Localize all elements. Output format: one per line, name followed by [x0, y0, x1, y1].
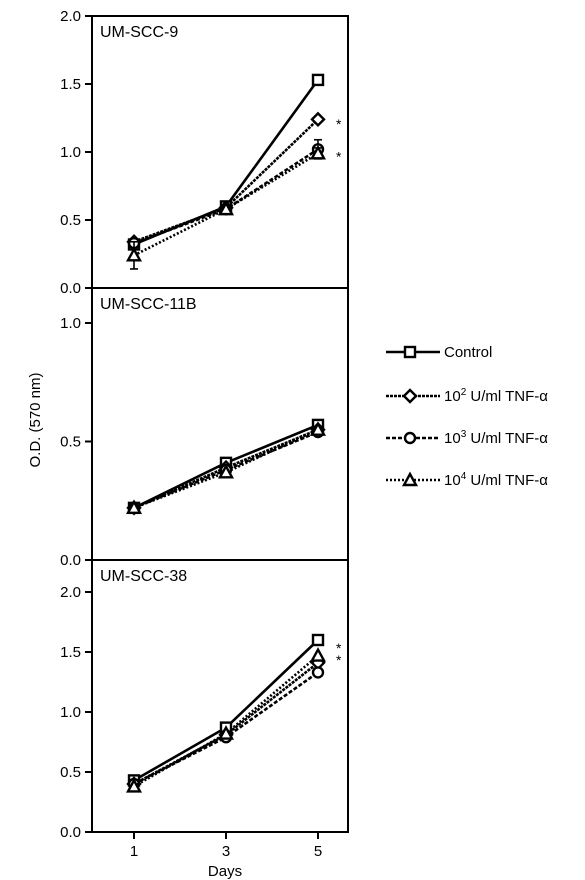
series-line: [133, 79, 320, 246]
y-tick-label: 1.5: [60, 76, 81, 93]
legend-label: 103 U/ml TNF-α: [444, 429, 548, 447]
y-tick-label: 1.0: [60, 704, 81, 721]
panels-layer: UM-SCC-90.00.51.01.52.0**UM-SCC-11B0.00.…: [60, 8, 349, 860]
y-axis-title: O.D. (570 nm): [27, 372, 44, 467]
legend-entry-tnf3: 103 U/ml TNF-α: [386, 429, 548, 447]
data-point-triangle: [309, 144, 327, 160]
data-point-triangle: [125, 777, 143, 793]
panel-title: UM-SCC-9: [100, 24, 178, 41]
legend: Control 102 U/ml TNF-α 103 U/ml TNF-α 104 U…: [386, 344, 548, 489]
x-tick-label: 5: [314, 843, 322, 860]
panel-0: UM-SCC-9 0.0 0.5 1.0 1.5 2.0 * *: [60, 8, 349, 297]
data-point-diamond: [310, 111, 326, 128]
legend-marker-diamond: [402, 388, 418, 404]
legend-entry-tnf2: 102 U/ml TNF-α: [386, 387, 548, 405]
y-tick-label: 1.0: [60, 315, 81, 332]
legend-marker-triangle: [401, 471, 419, 487]
y-tick-label: 0.0: [60, 280, 81, 297]
x-axis-title: Days: [208, 863, 242, 880]
series-tnf2: [126, 111, 326, 250]
data-point-square: [311, 633, 325, 647]
data-point-triangle: [217, 725, 235, 740]
panel-frame: [91, 287, 349, 561]
data-point-triangle: [309, 647, 327, 662]
legend-entry-tnf4: 104 U/ml TNF-α: [386, 471, 548, 489]
data-point-triangle: [217, 463, 235, 479]
significance-mark: *: [336, 116, 342, 132]
legend-marker-square: [403, 345, 417, 359]
y-tick-label: 0.5: [60, 212, 81, 229]
data-point-triangle: [125, 246, 143, 262]
significance-mark: *: [336, 149, 342, 165]
panel-2: UM-SCC-38 0.0 0.5 1.0 1.5 2.0 **: [60, 559, 349, 841]
y-tick-label: 0.0: [60, 552, 81, 569]
series-tnf4: [125, 647, 327, 793]
data-point-triangle: [309, 421, 327, 436]
panel-title: UM-SCC-38: [100, 568, 187, 585]
data-point-square: [311, 73, 325, 87]
series-tnf4: [125, 421, 327, 515]
series-control: [127, 633, 325, 787]
y-tick-label: 2.0: [60, 584, 81, 601]
series-line: [133, 639, 319, 782]
series-line: [133, 654, 319, 788]
y-tick-label: 2.0: [60, 8, 81, 25]
panel-1: UM-SCC-11B 0.0 0.5 1.0: [60, 287, 349, 569]
series-line: [133, 148, 319, 245]
series-control: [127, 73, 325, 251]
data-point-triangle: [125, 499, 143, 515]
significance-mark: *: [336, 640, 342, 656]
legend-label: 102 U/ml TNF-α: [444, 387, 548, 405]
legend-label: 104 U/ml TNF-α: [444, 471, 548, 489]
x-tick-label: 3: [222, 843, 230, 860]
y-tick-label: 1.5: [60, 644, 81, 661]
y-tick-label: 0.5: [60, 764, 81, 781]
legend-label: Control: [444, 344, 492, 361]
panel-frame: [91, 559, 349, 833]
panel-title: UM-SCC-11B: [100, 296, 197, 313]
x-tick-label: 1: [130, 843, 138, 860]
series-line: [133, 428, 319, 510]
legend-marker-circle: [403, 431, 417, 445]
data-point-triangle: [217, 200, 235, 216]
series-tnf4: [125, 144, 327, 270]
series-line: [133, 118, 319, 243]
legend-entry-control: Control: [386, 344, 492, 361]
significance-mark: *: [336, 652, 342, 668]
y-tick-label: 0.5: [60, 434, 81, 451]
y-tick-label: 1.0: [60, 144, 81, 161]
data-point-circle: [311, 666, 325, 679]
y-tick-label: 0.0: [60, 824, 81, 841]
